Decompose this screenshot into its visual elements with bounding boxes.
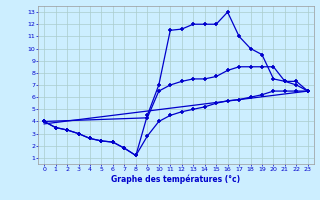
X-axis label: Graphe des températures (°c): Graphe des températures (°c) xyxy=(111,175,241,184)
